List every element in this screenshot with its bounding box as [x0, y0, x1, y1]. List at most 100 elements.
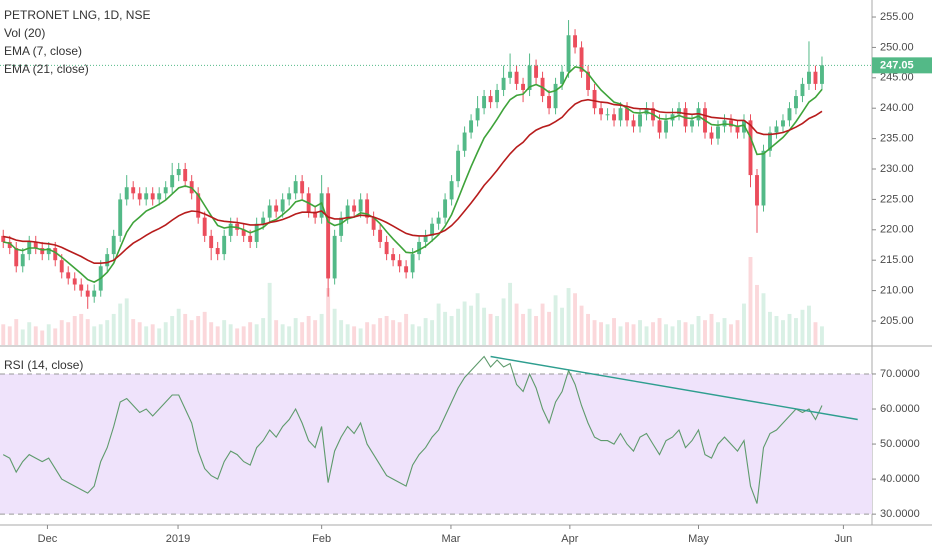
volume-bar	[72, 316, 77, 345]
volume-bar	[449, 316, 454, 345]
candle-body	[820, 65, 824, 84]
y-tick-label: 70.0000	[880, 368, 920, 380]
volume-bar	[735, 320, 740, 345]
volume-bar	[618, 326, 623, 345]
candle-body	[605, 114, 610, 116]
candle-body	[53, 248, 58, 261]
candle-body	[787, 108, 792, 121]
candle-body	[222, 235, 227, 255]
volume-bar	[534, 316, 539, 345]
volume-bar	[144, 326, 149, 345]
volume-bar	[638, 320, 642, 345]
candle-body	[625, 108, 629, 121]
candle-body	[274, 205, 279, 212]
candle-body	[488, 96, 493, 103]
candle-body	[92, 290, 97, 297]
candle-body	[430, 223, 435, 236]
volume-bar	[748, 257, 753, 345]
candle-body	[410, 254, 415, 273]
volume-bar	[664, 324, 668, 345]
volume-bar	[384, 316, 389, 345]
volume-bar	[157, 328, 162, 345]
y-tick-label: 50.0000	[880, 438, 920, 450]
volume-bar	[222, 320, 227, 345]
candle-body	[33, 241, 38, 249]
volume-bar	[267, 282, 272, 345]
volume-bar	[657, 318, 662, 345]
volume-bar	[20, 329, 25, 345]
y-tick-label: 255.00	[880, 11, 914, 23]
candle-body	[755, 175, 759, 206]
volume-bar	[729, 324, 733, 345]
candle-body	[612, 114, 616, 121]
volume-bar	[716, 322, 720, 345]
candle-body	[7, 241, 12, 249]
volume-bar	[1, 324, 6, 345]
volume-bar	[501, 298, 506, 345]
volume-bar	[703, 320, 707, 345]
candle-body	[365, 199, 370, 218]
volume-bar	[547, 311, 552, 345]
candle-body	[638, 114, 642, 127]
candle-body	[586, 71, 590, 90]
volume-bar	[586, 313, 590, 345]
y-tick-label: 30.0000	[880, 508, 920, 520]
candle-body	[397, 260, 402, 267]
candle-body	[339, 217, 344, 236]
candle-body	[46, 248, 51, 255]
volume-bar	[118, 303, 123, 345]
x-tick-label: Dec	[38, 533, 58, 545]
volume-bar	[423, 318, 428, 345]
candle-body	[332, 235, 337, 279]
volume-bar	[261, 318, 266, 345]
candle-body	[716, 126, 720, 139]
volume-bar	[462, 301, 467, 345]
y-tick-label: 245.00	[880, 72, 914, 84]
volume-bar	[345, 324, 350, 345]
volume-bar	[27, 322, 32, 345]
candle-body	[358, 199, 363, 212]
volume-bar	[131, 319, 136, 345]
volume-bar	[573, 293, 578, 345]
volume-bar	[670, 326, 675, 345]
volume-bar	[592, 320, 597, 345]
volume-bar	[183, 313, 188, 345]
volume-bar	[248, 322, 253, 345]
candle-body	[735, 126, 740, 133]
volume-bar	[677, 320, 681, 345]
candle-body	[391, 254, 396, 261]
volume-bar	[352, 326, 357, 345]
candle-body	[677, 108, 681, 115]
volume-bar	[599, 322, 603, 345]
volume-bar	[209, 322, 214, 345]
rsi-band	[0, 373, 872, 515]
volume-bar	[566, 288, 571, 345]
volume-bar	[768, 311, 772, 345]
candle-body	[248, 235, 253, 242]
candle-body	[209, 235, 214, 249]
candle-body	[404, 266, 409, 273]
volume-bar	[150, 324, 155, 345]
candle-body	[631, 120, 636, 127]
volume-bar	[625, 322, 629, 345]
volume-bar	[189, 320, 194, 345]
candle-body	[254, 223, 259, 242]
candle-body	[1, 235, 6, 242]
volume-bar	[807, 305, 811, 345]
y-tick-label: 235.00	[880, 133, 914, 145]
candle-body	[40, 248, 45, 255]
candle-body	[215, 248, 220, 255]
candle-body	[495, 89, 500, 103]
candle-body	[150, 193, 155, 200]
candle-body	[514, 71, 519, 84]
candle-body	[527, 65, 532, 90]
volume-legend: Vol (20)	[4, 26, 45, 40]
volume-bar	[33, 326, 38, 345]
volume-bar	[274, 320, 279, 345]
candle-body	[781, 120, 785, 127]
x-tick-label: Apr	[561, 533, 578, 545]
candle-body	[384, 241, 389, 255]
candle-body	[157, 193, 162, 200]
volume-bar	[722, 318, 727, 345]
